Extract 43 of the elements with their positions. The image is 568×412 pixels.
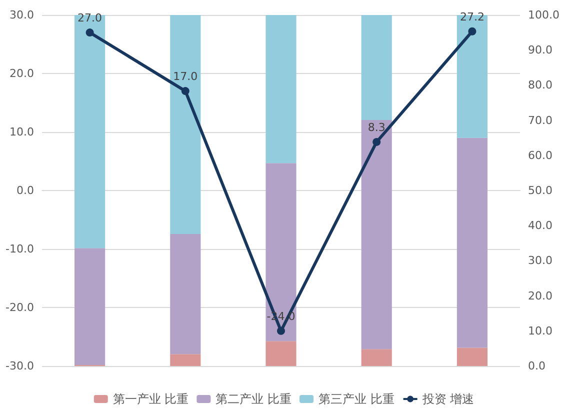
bar xyxy=(361,349,392,366)
legend-label: 第三产业 比重 xyxy=(318,392,394,406)
bar xyxy=(266,341,296,366)
y2-tick-label: 100.0 xyxy=(528,8,560,22)
y2-tick-label: 50.0 xyxy=(528,184,552,197)
y2-tick-label: 0.0 xyxy=(528,360,546,372)
data-label: 27.0 xyxy=(78,12,102,25)
bar xyxy=(170,234,201,354)
bar xyxy=(170,15,201,234)
y2-tick-label: 30.0 xyxy=(528,254,552,268)
legend-label: 第一产业 比重 xyxy=(112,392,189,406)
y-tick-label: -20.0 xyxy=(6,301,34,314)
y2-tick-label: 20.0 xyxy=(528,289,552,302)
bar xyxy=(170,354,201,366)
bar xyxy=(266,163,296,342)
y2-tick-label: 80.0 xyxy=(528,78,552,92)
y-tick-label: 0.0 xyxy=(16,184,34,197)
bar xyxy=(74,248,106,365)
legend-label: 第二产业 比重 xyxy=(216,392,292,406)
y2-tick-label: 60.0 xyxy=(528,148,552,162)
y-tick-label: 20.0 xyxy=(10,67,34,80)
point xyxy=(468,27,476,36)
y-tick-label: 10.0 xyxy=(10,126,34,138)
bar xyxy=(266,15,296,164)
y2-tick-label: 70.0 xyxy=(528,114,552,127)
point xyxy=(277,326,285,335)
point xyxy=(372,138,381,146)
data-label: 8.3 xyxy=(368,120,386,134)
y-tick-label: 30.0 xyxy=(10,8,34,22)
y2-tick-label: 40.0 xyxy=(528,219,552,232)
legend-label: 投资 增速 xyxy=(421,392,474,406)
y2-tick-label: 90.0 xyxy=(528,44,552,57)
data-label: 17.0 xyxy=(173,70,198,84)
bar xyxy=(456,138,488,348)
bar xyxy=(74,15,106,248)
y-tick-label: -30.0 xyxy=(6,360,34,372)
bar xyxy=(361,15,392,120)
y2-tick-label: 10.0 xyxy=(528,324,552,338)
bar xyxy=(361,120,392,350)
point xyxy=(181,87,190,96)
point xyxy=(86,28,94,37)
bar xyxy=(456,348,488,366)
y-tick-label: -10.0 xyxy=(6,242,34,256)
